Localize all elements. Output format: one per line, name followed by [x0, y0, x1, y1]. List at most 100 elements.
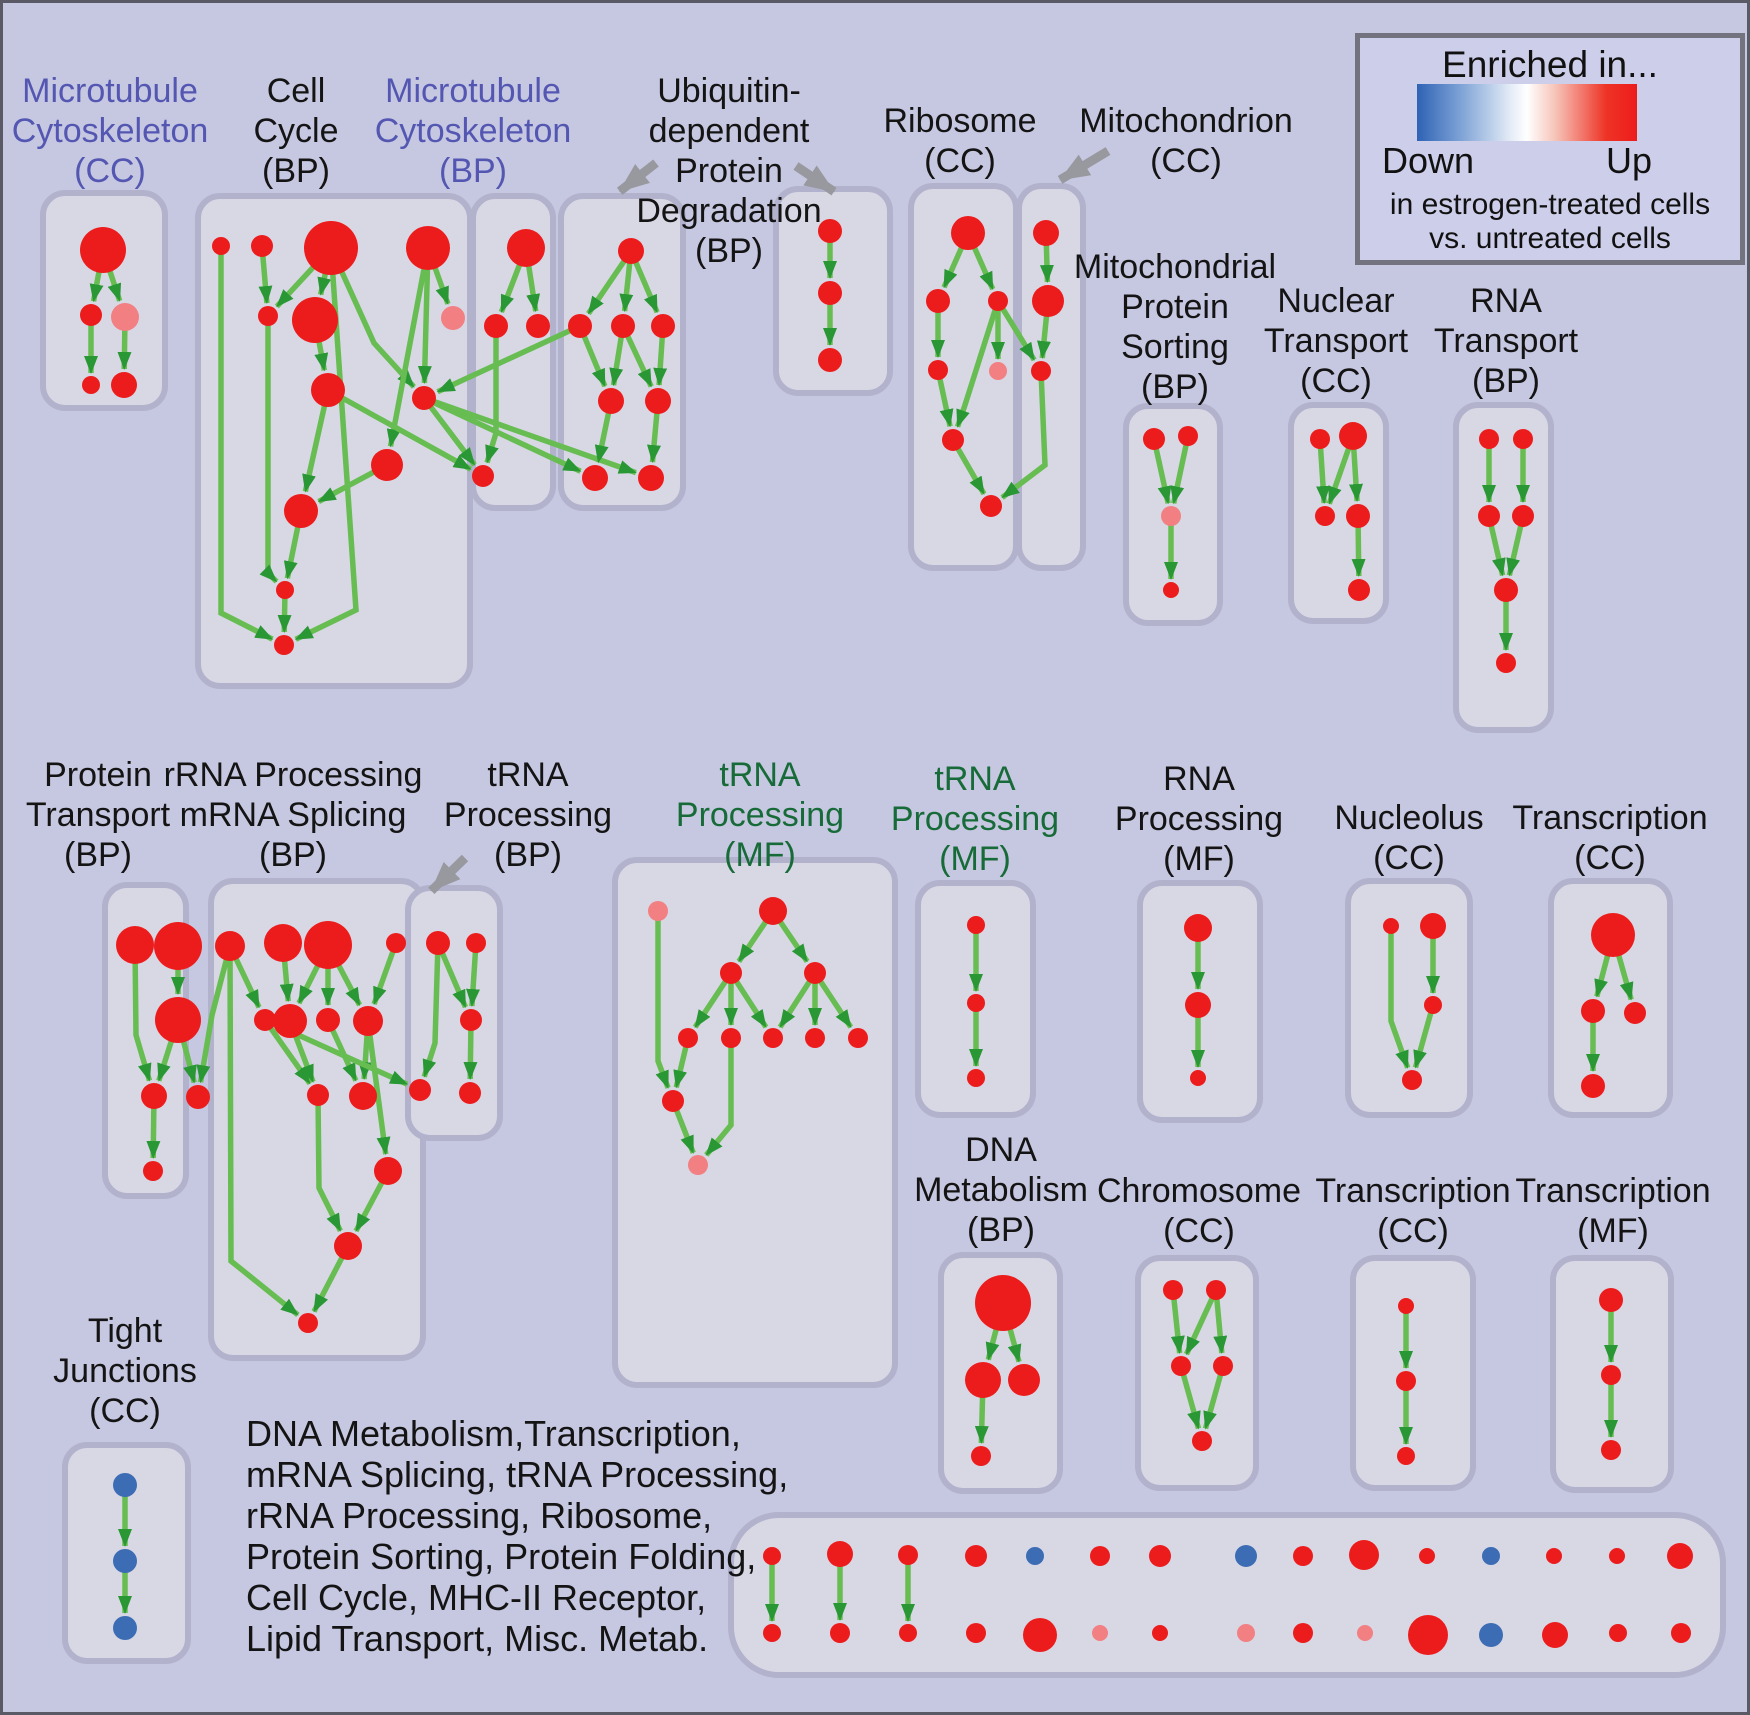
gene-node-w1	[1599, 1288, 1623, 1312]
edge-c8-to-c11	[302, 389, 331, 493]
gene-node-u1	[618, 238, 644, 264]
label-microtubule-cytoskeleton-cc: Microtubule Cytoskeleton (CC)	[11, 72, 209, 190]
gene-node-k4	[1213, 1356, 1233, 1376]
gene-node-mt2	[1032, 285, 1064, 317]
gene-node-r1	[215, 931, 245, 961]
gene-node-r7	[316, 1008, 340, 1032]
gene-node-f2	[967, 994, 985, 1012]
gene-node-r8	[353, 1006, 383, 1036]
label-tight-junctions-cc: Tight Junctions (CC)	[53, 1312, 197, 1430]
gene-node-q5	[1348, 579, 1370, 601]
label-ubiquitin-degradation-bp: Ubiquitin- dependent Protein Degradation…	[636, 72, 822, 270]
edge-t1-to-t4	[421, 942, 441, 1078]
gene-node-c3	[304, 221, 358, 275]
edge-r9-to-r12	[315, 1094, 343, 1233]
gene-node-h1	[1383, 918, 1399, 934]
cluster-box-nuclear-transport-cc	[1288, 402, 1389, 624]
gene-node-zb15	[1671, 1623, 1691, 1643]
gene-node-h4	[1402, 1070, 1422, 1090]
gene-node-c9	[412, 386, 436, 410]
gene-node-z14	[1609, 1548, 1625, 1564]
edge-rb3-to-mt3	[995, 299, 1037, 362]
edge-k2-to-k4	[1213, 1289, 1228, 1355]
gene-node-t1	[426, 931, 450, 955]
label-trna-processing-bp: tRNA Processing (BP)	[443, 756, 613, 874]
gene-node-c5	[258, 306, 278, 326]
gene-node-mt3	[1031, 361, 1051, 381]
gene-node-e2	[759, 897, 787, 925]
gene-node-x1	[113, 1473, 137, 1497]
network-diagram	[40, 147, 1726, 1678]
gene-node-c4	[406, 226, 450, 270]
gene-node-z10	[1349, 1540, 1379, 1570]
gene-node-z4	[965, 1545, 987, 1567]
edge-u2-to-c9	[436, 323, 582, 395]
cluster-box-microtubule-cytoskeleton-cc	[40, 190, 168, 411]
gene-node-c12	[276, 581, 294, 599]
gene-node-rb1	[951, 216, 985, 250]
legend-gradient-bar	[1417, 84, 1637, 141]
gene-node-r5	[254, 1009, 276, 1031]
gene-node-zb6	[1092, 1625, 1108, 1641]
gene-node-m1	[507, 229, 545, 267]
gene-node-c7	[441, 306, 465, 330]
gene-node-e10	[662, 1090, 684, 1112]
label-transcription-cc-1: Transcription (CC)	[1512, 799, 1708, 877]
gene-node-r2	[264, 924, 302, 962]
gene-node-e4	[804, 962, 826, 984]
gene-node-s2	[1513, 429, 1533, 449]
edge-c5-to-c12	[259, 316, 279, 584]
gene-node-zb14	[1609, 1624, 1627, 1642]
edge-c3-to-c13	[294, 247, 359, 642]
edge-c9-to-u7	[422, 395, 582, 474]
gene-node-w2	[1601, 1365, 1621, 1385]
gene-node-z1	[763, 1547, 781, 1565]
gene-node-z11	[1419, 1548, 1435, 1564]
gene-node-x2	[113, 1549, 137, 1573]
label-transcription-cc-2: Transcription (CC)	[1315, 1172, 1511, 1250]
gene-node-r13	[298, 1313, 318, 1333]
label-mitochondrion-cc: Mitochondrion (CC)	[1079, 102, 1293, 180]
edge-r1-to-d5	[196, 945, 233, 1084]
gene-node-rb5	[989, 362, 1007, 380]
label-nuclear-transport-cc: Nuclear Transport (CC)	[1263, 282, 1409, 400]
gene-node-l2	[1396, 1371, 1416, 1391]
gene-node-f3	[967, 1069, 985, 1087]
label-trna-processing-mf-2: tRNA Processing (MF)	[890, 760, 1060, 878]
label-rna-processing-mf: RNA Processing (MF)	[1114, 760, 1284, 878]
legend-up-label: Up	[1606, 140, 1653, 181]
edge-c9-to-m4	[421, 396, 477, 467]
label-chromosome-cc: Chromosome (CC)	[1096, 1172, 1302, 1250]
gene-node-r11	[374, 1157, 402, 1185]
gene-node-c6	[292, 297, 338, 343]
gene-node-k3	[1171, 1356, 1191, 1376]
gene-node-p1	[1143, 428, 1165, 450]
gene-node-e5	[678, 1028, 698, 1048]
edge-mt3-to-rb7	[1000, 370, 1048, 500]
gene-node-j3	[1008, 1364, 1040, 1396]
gene-node-k2	[1206, 1280, 1226, 1300]
edge-rb3-to-rb6	[954, 300, 1001, 428]
gene-node-r12	[334, 1232, 362, 1260]
gene-node-d6	[143, 1161, 163, 1181]
gene-node-a3	[111, 303, 139, 331]
gene-node-zb3	[899, 1624, 917, 1642]
gene-node-zb13	[1542, 1622, 1568, 1648]
gene-node-zb11	[1408, 1615, 1448, 1655]
gene-node-r3	[304, 921, 352, 969]
gene-node-rb4	[928, 360, 948, 380]
gene-node-c11	[284, 494, 318, 528]
gene-node-r6	[273, 1004, 307, 1038]
gene-node-e1	[648, 901, 668, 921]
edge-e6-to-e11	[704, 1038, 734, 1157]
label-mitochondrial-protein-sorting-bp: Mitochondrial Protein Sorting (BP)	[1073, 248, 1277, 406]
gene-node-q4	[1346, 504, 1370, 528]
gene-node-d4	[141, 1083, 167, 1109]
legend-context-line1: in estrogen-treated cells	[1389, 188, 1711, 221]
gene-node-u2	[568, 314, 592, 338]
edge-p2-to-p3	[1170, 435, 1191, 505]
gene-node-a5	[111, 372, 137, 398]
label-dna-metabolism-bp: DNA Metabolism (BP)	[914, 1131, 1088, 1249]
gene-node-l3	[1397, 1447, 1415, 1465]
